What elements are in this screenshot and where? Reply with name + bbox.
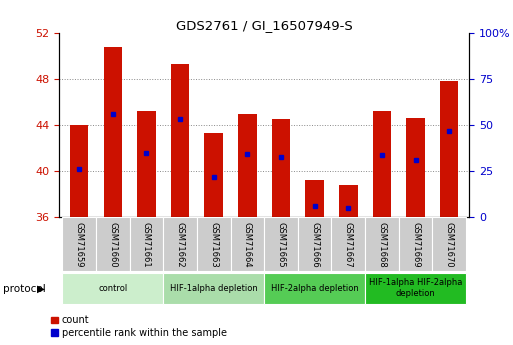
Bar — [365, 217, 399, 271]
Text: HIF-2alpha depletion: HIF-2alpha depletion — [271, 284, 359, 293]
Bar — [365, 273, 466, 304]
Bar — [63, 217, 96, 271]
Text: GSM71667: GSM71667 — [344, 221, 353, 267]
Bar — [305, 180, 324, 217]
Bar — [432, 217, 466, 271]
Title: GDS2761 / GI_16507949-S: GDS2761 / GI_16507949-S — [176, 19, 352, 32]
Text: GSM71663: GSM71663 — [209, 221, 218, 267]
Bar — [137, 111, 156, 217]
Bar — [440, 81, 459, 217]
Text: HIF-1alpha depletion: HIF-1alpha depletion — [170, 284, 258, 293]
Text: GSM71666: GSM71666 — [310, 221, 319, 267]
Text: GSM71668: GSM71668 — [378, 221, 386, 267]
Text: GSM71661: GSM71661 — [142, 221, 151, 267]
Bar — [264, 217, 298, 271]
Text: HIF-1alpha HIF-2alpha
depletion: HIF-1alpha HIF-2alpha depletion — [369, 278, 462, 298]
Bar — [406, 118, 425, 217]
Text: control: control — [98, 284, 127, 293]
Bar — [197, 217, 230, 271]
Text: ▶: ▶ — [37, 284, 45, 294]
Bar — [130, 217, 163, 271]
Bar — [238, 114, 256, 217]
Bar — [331, 217, 365, 271]
Text: GSM71662: GSM71662 — [175, 221, 185, 267]
Text: GSM71664: GSM71664 — [243, 221, 252, 267]
Legend: count, percentile rank within the sample: count, percentile rank within the sample — [51, 315, 227, 338]
Bar — [205, 133, 223, 217]
Bar — [171, 64, 189, 217]
Bar — [163, 273, 264, 304]
Bar — [272, 119, 290, 217]
Text: GSM71670: GSM71670 — [445, 221, 453, 267]
Text: protocol: protocol — [3, 284, 45, 294]
Bar — [399, 217, 432, 271]
Bar — [372, 111, 391, 217]
Bar — [70, 125, 88, 217]
Bar — [163, 217, 197, 271]
Bar — [264, 273, 365, 304]
Text: GSM71659: GSM71659 — [75, 221, 84, 267]
Bar — [63, 273, 163, 304]
Text: GSM71660: GSM71660 — [108, 221, 117, 267]
Bar — [96, 217, 130, 271]
Bar — [339, 185, 358, 217]
Bar — [298, 217, 331, 271]
Text: GSM71669: GSM71669 — [411, 221, 420, 267]
Text: GSM71665: GSM71665 — [277, 221, 286, 267]
Bar — [104, 47, 122, 217]
Bar — [230, 217, 264, 271]
